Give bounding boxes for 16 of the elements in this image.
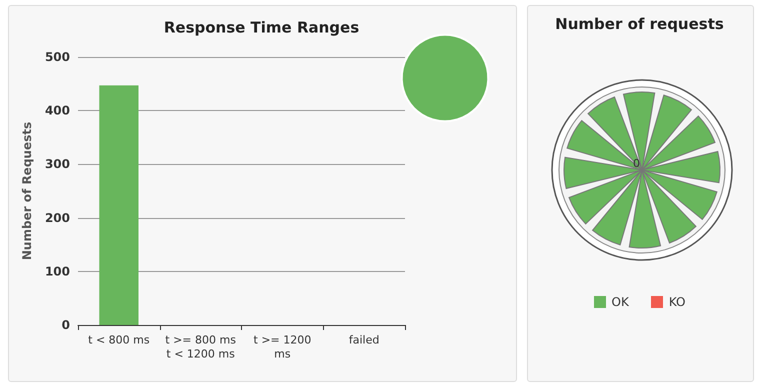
text: 0 [633, 157, 640, 170]
y-tick-label: 0 [62, 318, 70, 332]
y-tick-label: 400 [44, 104, 70, 118]
y-tick-label: 100 [44, 264, 70, 278]
text: Number of requests [554, 15, 725, 33]
y-tick-label: 200 [44, 210, 70, 225]
x-tick-label: t < 800 ms [88, 334, 150, 346]
x-tick-label: t >= 1200 ms [254, 334, 312, 360]
x-tick-label: t >= 800 ms t < 1200 ms [165, 334, 236, 360]
y-axis-title: Number of Requests [20, 122, 34, 260]
x-tick-label: failed [348, 334, 380, 346]
legend-label: KO [668, 295, 686, 309]
legend-label: OK [612, 295, 629, 309]
chart-title: Response Time Ranges [164, 18, 360, 36]
y-tick-label: 500 [44, 50, 70, 64]
y-tick-label: 300 [44, 157, 70, 172]
